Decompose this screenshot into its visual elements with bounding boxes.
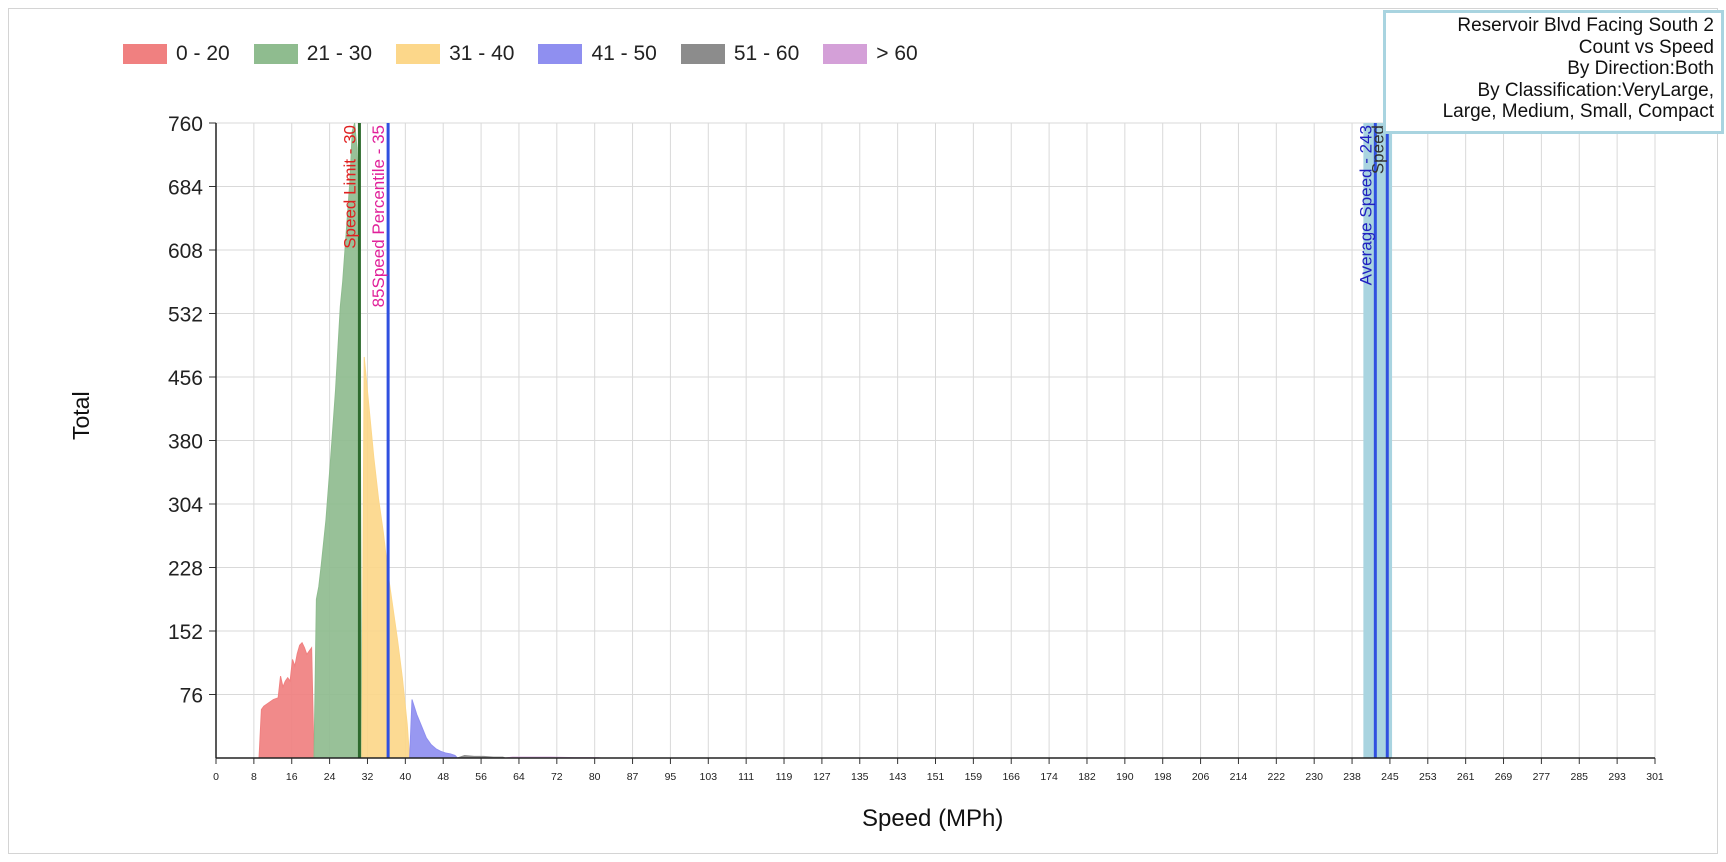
x-tick-label: 159 [965,771,983,783]
legend-label: 31 - 40 [449,42,515,65]
legend-swatch [253,44,298,64]
x-tick-label: 190 [1116,771,1134,783]
x-tick-label: 64 [513,771,525,783]
x-tick-label: 301 [1646,771,1664,783]
x-tick-label: 206 [1192,771,1210,783]
chart-title-box: Reservoir Blvd Facing South 2 Count vs S… [1383,10,1724,134]
legend-swatch [538,44,583,64]
x-tick-label: 135 [851,771,869,783]
x-tick-label: 245 [1381,771,1399,783]
grid [215,122,1656,758]
x-tick-label: 40 [399,771,411,783]
y-tick-label: 532 [168,304,203,327]
x-tick-label: 293 [1608,771,1626,783]
annotation-label: 85Speed Percentile - 35 [369,125,388,307]
x-tick-label: 24 [324,771,336,783]
legend-item-31-40: 31 - 40 [396,42,514,66]
legend-label: 0 - 20 [176,42,230,65]
x-tick-label: 238 [1343,771,1361,783]
title-line: Large, Medium, Small, Compact [1442,101,1714,123]
x-tick-label: 103 [700,771,718,783]
x-axis-label: Speed (MPh) [862,805,1004,832]
legend-label: 21 - 30 [306,42,373,65]
legend-swatch [123,44,167,64]
x-tick-label: 285 [1570,771,1588,783]
axes: 0 8 16 24 32 40 48 56 64 72 80 87 95 103 111 119 127 135 1… [168,113,1664,783]
series-area [313,122,363,759]
x-tick-label: 8 [251,771,257,783]
x-tick-label: 48 [437,771,449,783]
annotation-label: Speed Limit - 30 [340,125,359,249]
x-tick-label: 119 [776,771,793,783]
x-tick-label: 80 [589,771,601,783]
legend-item-41-50: 41 - 50 [538,42,657,66]
x-tick-label: 214 [1230,771,1248,783]
x-tick-label: 277 [1533,771,1551,783]
x-tick-label: 111 [738,771,754,783]
y-tick-label: 152 [168,621,203,644]
y-tick-label: 608 [168,240,203,263]
y-axis-label: Total [68,391,94,440]
legend-item-21-30: 21 - 30 [253,42,373,66]
y-tick-label: 456 [168,367,203,390]
title-line: Count vs Speed [1578,36,1714,58]
legend-label: 51 - 60 [733,42,800,65]
x-tick-label: 87 [627,771,639,783]
legend-swatch [823,44,868,64]
y-tick-label: 76 [180,685,203,708]
x-tick-label: 127 [813,771,831,783]
x-tick-label: 143 [889,771,907,783]
annotation-label: Average Speed - 243 [1356,125,1375,285]
x-tick-label: 261 [1457,771,1475,783]
x-tick-label: 16 [286,771,298,783]
y-tick-label: 684 [168,177,203,200]
x-tick-label: 56 [475,771,487,783]
title-line: By Classification:VeryLarge, [1477,79,1714,101]
legend-item-over-60: > 60 [823,42,918,66]
title-line: By Direction:Both [1567,58,1714,80]
legend-swatch [680,44,725,64]
series-area [409,699,459,759]
y-tick-label: 228 [168,558,203,581]
x-tick-label: 0 [213,771,219,783]
annotation-label: Speed [1368,125,1387,174]
legend: 0 - 20 21 - 30 31 - 40 41 - 50 51 - 60 >… [123,42,942,66]
x-tick-label: 198 [1154,771,1172,783]
x-tick-label: 174 [1040,771,1058,783]
x-tick-label: 269 [1495,771,1513,783]
x-tick-label: 253 [1419,771,1437,783]
y-tick-label: 380 [168,431,203,454]
legend-item-51-60: 51 - 60 [680,42,800,66]
legend-label: > 60 [876,42,918,65]
legend-label: 41 - 50 [591,42,657,65]
x-tick-label: 151 [927,771,945,783]
x-tick-label: 166 [1002,771,1020,783]
x-tick-label: 95 [665,771,677,783]
series-area [361,356,411,759]
x-tick-label: 230 [1305,771,1323,783]
legend-item-0-20: 0 - 20 [123,42,230,66]
title-line: Reservoir Blvd Facing South 2 [1457,15,1714,36]
legend-swatch [396,44,441,64]
series-area [258,641,315,759]
x-tick-label: 182 [1078,771,1096,783]
x-tick-label: 72 [551,771,563,783]
series-areas [258,122,601,759]
y-tick-label: 304 [168,494,203,517]
annotation-lines: Speed Limit - 30 85Speed Percentile - 35 A… [340,123,1389,758]
y-tick-label: 760 [168,113,203,136]
x-tick-label: 222 [1268,771,1286,783]
x-tick-label: 32 [362,771,374,783]
